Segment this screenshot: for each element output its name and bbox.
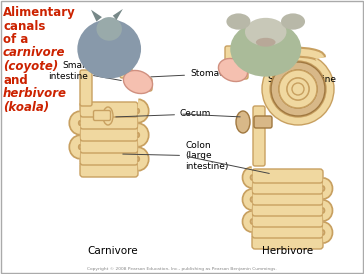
Text: Small
intestine: Small intestine	[48, 61, 121, 81]
FancyBboxPatch shape	[120, 54, 132, 78]
FancyBboxPatch shape	[252, 191, 323, 205]
FancyBboxPatch shape	[252, 213, 323, 227]
FancyBboxPatch shape	[225, 46, 237, 70]
Text: Stomach: Stomach	[151, 70, 230, 78]
Text: canals: canals	[3, 19, 45, 33]
Ellipse shape	[281, 13, 305, 30]
Polygon shape	[113, 9, 123, 20]
Ellipse shape	[96, 17, 122, 41]
Text: herbivore: herbivore	[3, 87, 67, 100]
Text: Herbivore: Herbivore	[262, 246, 313, 256]
Text: Copyright © 2008 Pearson Education, Inc., publishing as Pearson Benjamin Cumming: Copyright © 2008 Pearson Education, Inc.…	[87, 267, 277, 271]
FancyBboxPatch shape	[80, 138, 138, 153]
FancyBboxPatch shape	[80, 126, 138, 141]
Ellipse shape	[256, 38, 276, 47]
FancyBboxPatch shape	[236, 57, 248, 79]
FancyBboxPatch shape	[80, 70, 92, 106]
Text: (coyote): (coyote)	[3, 60, 58, 73]
Ellipse shape	[123, 70, 153, 93]
Circle shape	[292, 83, 304, 95]
FancyBboxPatch shape	[252, 169, 323, 183]
Text: Carnivore: Carnivore	[88, 246, 138, 256]
Text: Alimentary: Alimentary	[3, 6, 76, 19]
Ellipse shape	[77, 19, 141, 79]
Text: Colon
(large
intestine): Colon (large intestine)	[123, 141, 228, 171]
FancyBboxPatch shape	[80, 150, 138, 165]
FancyBboxPatch shape	[252, 224, 323, 238]
Ellipse shape	[218, 58, 248, 82]
Text: carnivore: carnivore	[3, 47, 66, 59]
Ellipse shape	[230, 21, 301, 77]
FancyBboxPatch shape	[253, 106, 265, 166]
Text: (koala): (koala)	[3, 101, 49, 113]
FancyBboxPatch shape	[141, 78, 152, 91]
Text: Cecum: Cecum	[116, 110, 211, 118]
Text: of a: of a	[3, 33, 28, 46]
FancyBboxPatch shape	[80, 162, 138, 177]
Ellipse shape	[245, 18, 286, 46]
Polygon shape	[91, 10, 102, 22]
Ellipse shape	[103, 107, 113, 125]
FancyBboxPatch shape	[94, 110, 111, 121]
FancyBboxPatch shape	[252, 180, 323, 194]
Text: and: and	[3, 73, 28, 87]
FancyBboxPatch shape	[252, 202, 323, 216]
Ellipse shape	[236, 111, 250, 133]
FancyBboxPatch shape	[254, 116, 272, 128]
Ellipse shape	[226, 13, 250, 30]
FancyBboxPatch shape	[80, 102, 138, 117]
FancyBboxPatch shape	[252, 235, 323, 249]
Text: Small intestine: Small intestine	[268, 75, 336, 84]
FancyBboxPatch shape	[80, 114, 138, 129]
